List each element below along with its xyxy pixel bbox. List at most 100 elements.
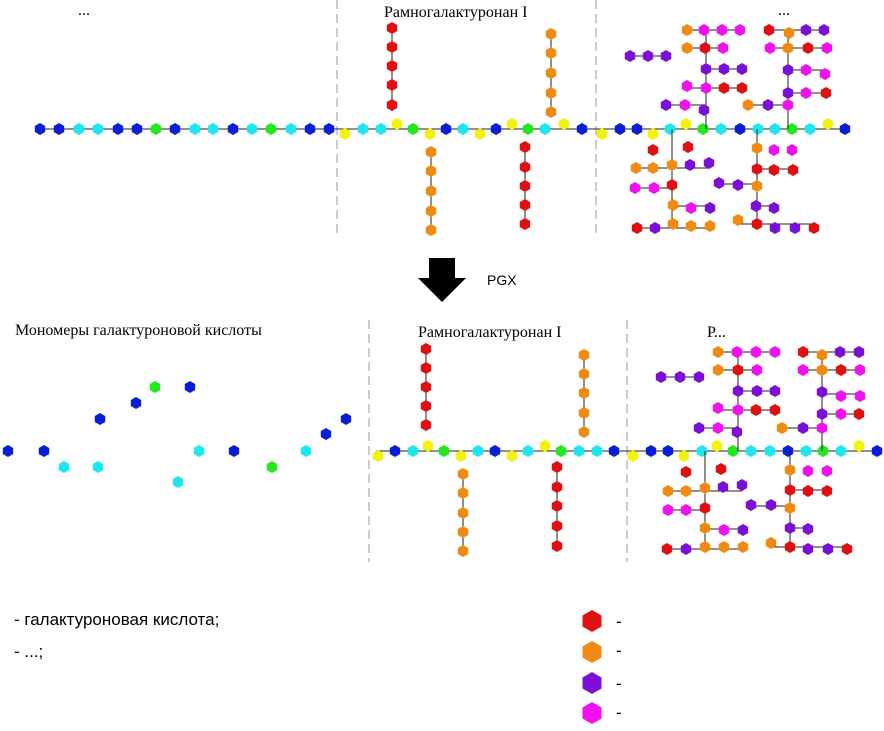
monomer-orange-icon: [816, 349, 828, 361]
monomer-purple-icon: [853, 346, 865, 358]
monomer-yellow-icon: [372, 450, 384, 462]
monomer-orange-icon: [647, 162, 659, 174]
monomer-purple-icon: [751, 385, 763, 397]
monomer-magenta-icon: [854, 364, 866, 376]
monomer-red-icon: [853, 408, 865, 420]
monomer-cyan-icon: [696, 445, 708, 457]
monomer-red-icon: [420, 381, 432, 393]
monomer-blue-icon: [608, 445, 620, 457]
monomer-red-icon: [647, 144, 659, 156]
monomer-green-icon: [407, 123, 419, 135]
monomer-yellow-icon: [506, 450, 518, 462]
monomer-magenta-icon: [734, 24, 746, 36]
monomer-blue-icon: [389, 445, 401, 457]
monomer-purple-icon: [718, 63, 730, 75]
monomer-orange-icon: [582, 641, 602, 663]
monomer-orange-icon: [578, 407, 590, 419]
monomer-magenta-icon: [821, 42, 833, 54]
monomer-red-icon: [519, 180, 531, 192]
monomer-purple-icon: [704, 202, 716, 214]
monomer-red-icon: [666, 179, 678, 191]
monomer-purple-icon: [698, 104, 710, 116]
monomer-magenta-icon: [751, 364, 763, 376]
monomer-red-icon: [715, 463, 727, 475]
monomer-magenta-icon: [700, 82, 712, 94]
monomer-cyan-icon: [58, 461, 70, 473]
monomer-red-icon: [784, 484, 796, 496]
monomer-magenta-icon: [732, 404, 744, 416]
monomer-red-icon: [519, 161, 531, 173]
monomer-red-icon: [631, 222, 643, 234]
monomer-blue-icon: [227, 123, 239, 135]
monomer-yellow-icon: [539, 440, 551, 452]
monomer-magenta-icon: [750, 346, 762, 358]
monomer-cyan-icon: [357, 123, 369, 135]
monomer-yellow-icon: [853, 440, 865, 452]
monomer-orange-icon: [699, 522, 711, 534]
monomer-green-icon: [786, 123, 798, 135]
monomer-purple-icon: [736, 479, 748, 491]
monomer-magenta-icon: [835, 390, 847, 402]
monomer-purple-icon: [680, 543, 692, 555]
monomer-yellow-icon: [627, 450, 639, 462]
monomer-magenta-icon: [717, 42, 729, 54]
monomer-yellow-icon: [680, 118, 692, 130]
monomer-red-icon: [736, 82, 748, 94]
monomer-purple-icon: [834, 346, 846, 358]
monomer-orange-icon: [425, 205, 437, 217]
monomer-cyan-icon: [835, 445, 847, 457]
monomer-orange-icon: [712, 346, 724, 358]
monomer-red-icon: [787, 164, 799, 176]
monomer-purple-icon: [789, 222, 801, 234]
monomer-orange-icon: [425, 146, 437, 158]
monomer-green-icon: [438, 445, 450, 457]
monomer-red-icon: [582, 610, 602, 632]
monomer-red-icon: [386, 99, 398, 111]
monomer-magenta-icon: [629, 182, 641, 194]
monomer-orange-icon: [578, 426, 590, 438]
monomer-purple-icon: [700, 63, 712, 75]
monomer-blue-icon: [340, 413, 352, 425]
monomer-purple-icon: [769, 222, 781, 234]
monomer-orange-icon: [816, 364, 828, 376]
monomer-yellow-icon: [474, 128, 486, 140]
monomer-purple-icon: [818, 24, 830, 36]
monomer-purple-icon: [732, 385, 744, 397]
monomer-purple-icon: [684, 159, 696, 171]
monomer-red-icon: [386, 41, 398, 53]
monomer-orange-icon: [425, 224, 437, 236]
label-bottom-right-cut: Р...: [707, 324, 726, 341]
monomer-blue-icon: [323, 123, 335, 135]
monomer-purple-icon: [660, 50, 672, 62]
legend-red-item: -: [616, 612, 622, 631]
monomer-magenta-icon: [854, 390, 866, 402]
monomer-purple-icon: [782, 64, 794, 76]
monomer-blue-icon: [53, 123, 65, 135]
monomer-red-icon: [718, 82, 730, 94]
monomer-green-icon: [727, 445, 739, 457]
monomer-blue-icon: [734, 123, 746, 135]
monomer-green-icon: [697, 123, 709, 135]
monomer-cyan-icon: [193, 445, 205, 457]
monomer-blue-icon: [782, 445, 794, 457]
monomer-red-icon: [519, 218, 531, 230]
monomer-orange-icon: [578, 387, 590, 399]
monomer-red-icon: [386, 22, 398, 34]
monomer-red-icon: [420, 343, 432, 355]
monomer-purple-icon: [802, 543, 814, 555]
monomer-orange-icon: [783, 27, 795, 39]
monomer-green-icon: [150, 123, 162, 135]
monomer-blue-icon: [614, 123, 626, 135]
monomer-magenta-icon: [821, 465, 833, 477]
monomer-cyan-icon: [745, 445, 757, 457]
monomer-orange-icon: [545, 28, 557, 40]
monomer-purple-icon: [624, 50, 636, 62]
monomer-green-icon: [555, 445, 567, 457]
label-top-rg1: Рамногалактуронан I: [384, 4, 528, 21]
monomer-magenta-icon: [800, 64, 812, 76]
monomer-purple-icon: [731, 426, 743, 438]
monomer-blue-icon: [2, 445, 14, 457]
monomer-red-icon: [699, 42, 711, 54]
monomer-cyan-icon: [457, 123, 469, 135]
